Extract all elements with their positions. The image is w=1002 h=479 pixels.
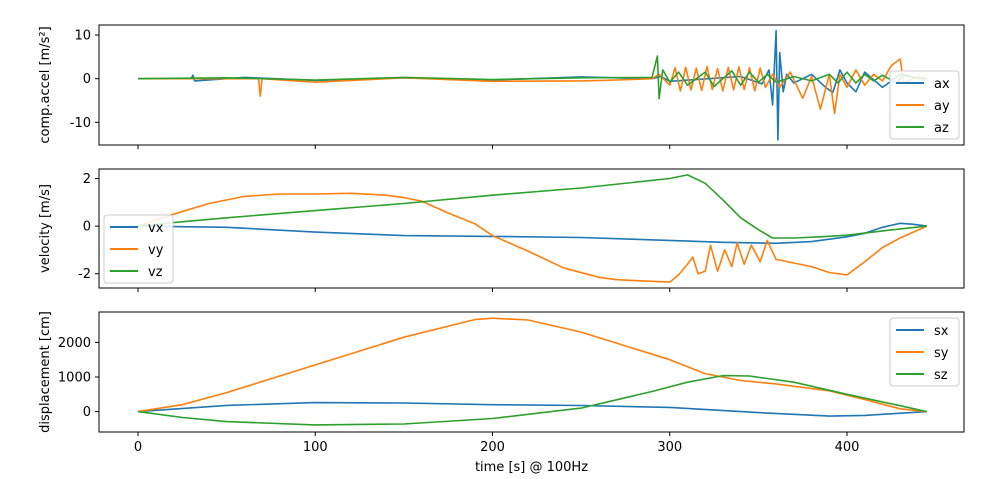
series-group [137, 317, 927, 426]
axes-frame [98, 24, 965, 146]
series-line-az [137, 55, 927, 100]
series-line-vz [137, 174, 927, 239]
x-axis-label: time [s] @ 100Hz [475, 460, 588, 475]
y-axis-label: comp.accel [m/s²] [38, 26, 53, 143]
y-tick-label: 0 [83, 220, 91, 235]
accel-panel: -10 0 10 comp.accel [m/s²] ax ay az [38, 24, 965, 149]
y-tick-label: 1000 [58, 371, 91, 386]
legend-box [103, 214, 174, 284]
y-tick-label: -10 [70, 116, 91, 131]
series-line-vy [137, 192, 928, 283]
series-group [137, 29, 927, 141]
y-tick-label: -2 [78, 267, 91, 282]
legend-label-sx: sx [934, 324, 949, 339]
x-tick-label: 400 [835, 440, 860, 455]
y-axis-label: displacement [cm] [38, 311, 53, 433]
axes-frame [98, 168, 965, 289]
x-tick-label: 300 [657, 440, 682, 455]
y-tick-label: 2000 [58, 336, 91, 351]
y-tick-label: 0 [83, 72, 91, 87]
x-tick-label: 100 [303, 440, 328, 455]
y-tick-label: 10 [74, 29, 91, 44]
x-tick-label: 0 [134, 440, 142, 455]
series-line-vx [137, 222, 927, 245]
velocity-panel: -2 0 2 velocity [m/s] vx vy vz [38, 168, 965, 292]
displacement-panel: 0 1000 2000 0 100 200 300 400 displacement [cm] t… [38, 311, 965, 475]
series-line-sz [137, 374, 927, 426]
y-axis-label: velocity [m/s] [38, 184, 53, 273]
legend: sx sy sz [889, 317, 960, 387]
series-line-ay [138, 58, 927, 115]
legend-box [889, 317, 960, 387]
legend-box [889, 70, 960, 140]
legend-label-ay: ay [934, 99, 950, 114]
series-group [137, 174, 928, 283]
legend-label-vx: vx [148, 221, 164, 236]
legend-label-sy: sy [934, 346, 949, 361]
legend-label-sz: sz [934, 368, 948, 383]
y-tick-label: 0 [83, 405, 91, 420]
series-line-sy [137, 317, 927, 413]
legend-label-az: az [934, 121, 949, 136]
y-tick-label: 2 [83, 172, 91, 187]
legend: ax ay az [889, 70, 960, 140]
legend-label-vz: vz [148, 265, 163, 280]
legend-label-vy: vy [148, 243, 164, 258]
legend: vx vy vz [103, 214, 174, 284]
x-tick-label: 200 [480, 440, 505, 455]
axes-frame [98, 311, 965, 433]
series-line-sx [137, 401, 927, 417]
legend-label-ax: ax [934, 77, 950, 92]
